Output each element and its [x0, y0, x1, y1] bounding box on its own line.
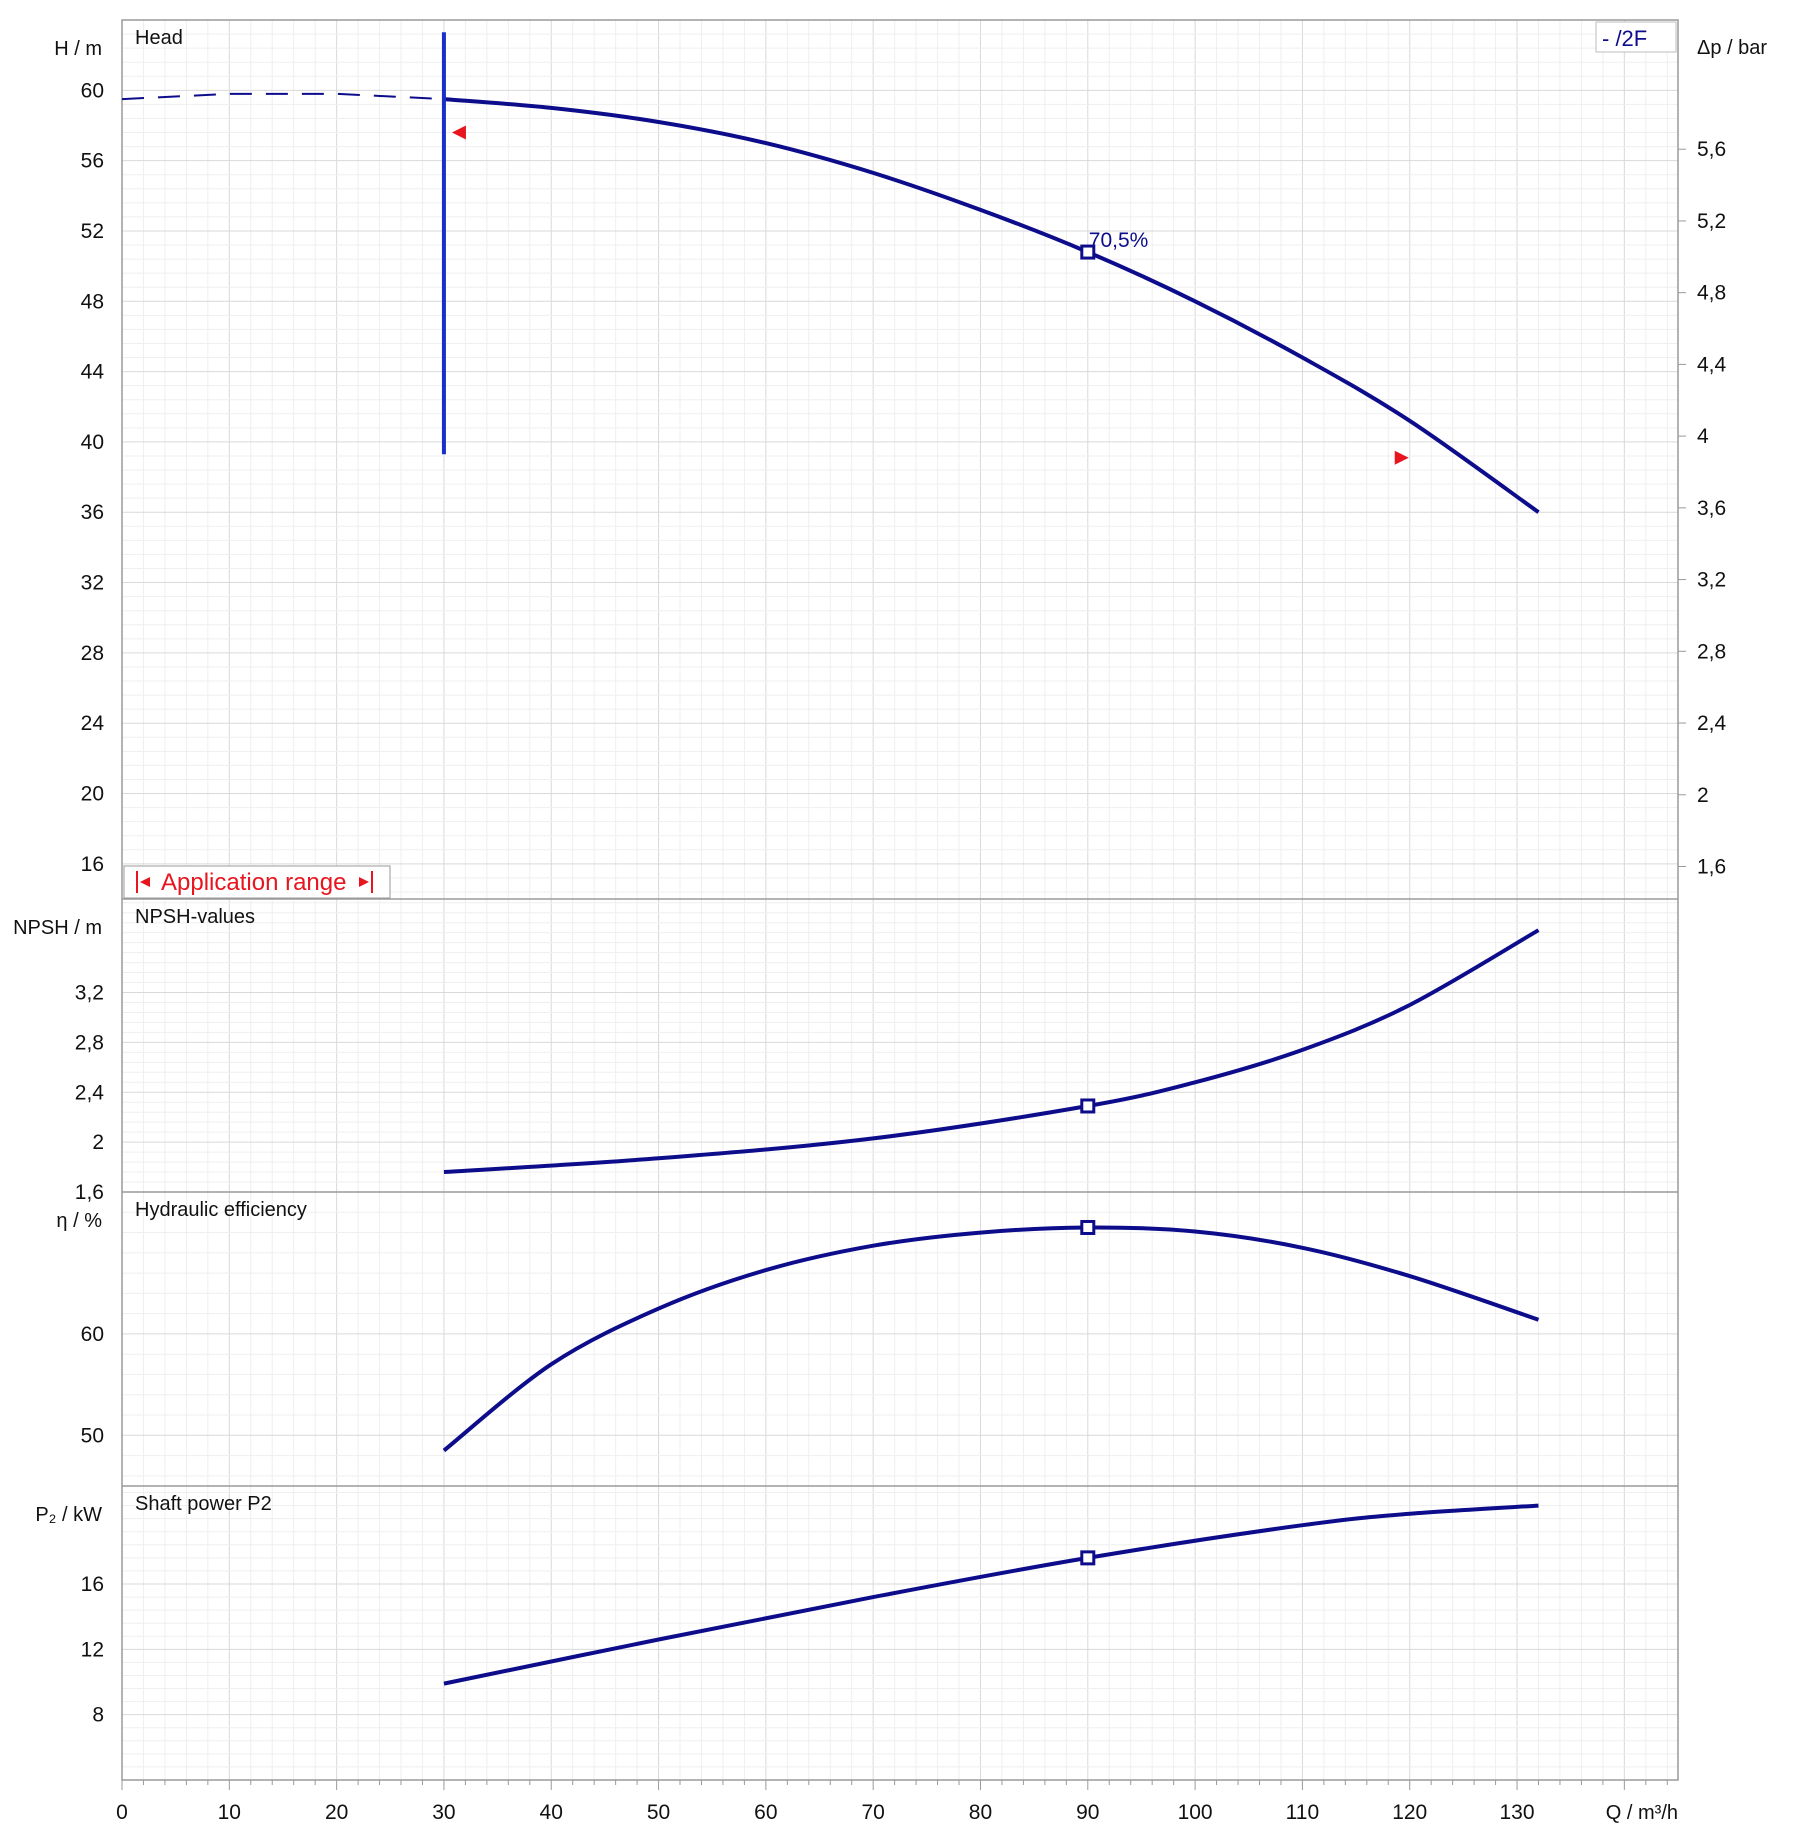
y-tick-label-head: 40 [81, 431, 104, 454]
y-tick-label-head: 52 [81, 220, 104, 243]
legend-box [1595, 21, 1677, 53]
y-tick-label-head: 44 [81, 361, 105, 384]
y-tick-label-npsh: 2,4 [75, 1081, 105, 1104]
y-tick-label-head: 56 [81, 150, 104, 173]
application-range-marker [1394, 450, 1409, 465]
x-axis-label: Q / m³/h [1606, 1802, 1678, 1824]
legend-entry: - /2F [1602, 26, 1647, 51]
y-axis-label-power: P₂ / kW [35, 1504, 102, 1526]
range-arrow-right [359, 877, 369, 887]
application-range-marker [451, 125, 466, 140]
series-curve-power [443, 1503, 1539, 1686]
panel-title-power: Shaft power P2 [135, 1493, 272, 1515]
frame-layer [121, 19, 1686, 1790]
y2-axis-label: Δp / bar [1697, 37, 1767, 59]
y2-tick-label: 1,6 [1697, 855, 1726, 878]
duty-point-marker-npsh [1080, 1098, 1096, 1114]
y-tick-label-power: 8 [92, 1704, 104, 1727]
x-tick-label: 50 [647, 1801, 670, 1824]
y-tick-label-npsh: 1,6 [75, 1181, 104, 1204]
x-tick-label: 120 [1392, 1801, 1427, 1824]
x-tick-label: 100 [1178, 1801, 1213, 1824]
x-tick-label: 70 [861, 1801, 884, 1824]
y-axis-label-head: H / m [54, 38, 102, 60]
application-range-box [123, 865, 391, 899]
dashed-head-extension [121, 92, 444, 101]
y2-tick-label: 3,2 [1697, 569, 1726, 592]
series-curve-head [443, 97, 1540, 514]
y2-tick-label: 4,4 [1697, 353, 1727, 376]
y-axis-label-npsh: NPSH / m [13, 917, 102, 939]
panel-title-npsh: NPSH-values [135, 906, 255, 928]
y-tick-label-head: 32 [81, 572, 104, 595]
curve-layer [121, 32, 1540, 1686]
x-tick-label: 110 [1286, 1801, 1319, 1824]
application-range-label: Application range [161, 869, 346, 896]
y2-tick-label: 5,2 [1697, 210, 1726, 233]
x-tick-label: 90 [1076, 1801, 1099, 1824]
y2-tick-label: 4 [1697, 425, 1709, 448]
x-tick-label: 130 [1500, 1801, 1535, 1824]
y2-tick-label: 2,4 [1697, 712, 1727, 735]
y2-tick-label: 2 [1697, 784, 1709, 807]
x-tick-label: 10 [218, 1801, 241, 1824]
y2-tick-label: 5,6 [1697, 138, 1726, 161]
duty-efficiency-label: 70,5% [1089, 229, 1149, 252]
y2-tick-label: 3,6 [1697, 497, 1726, 520]
y2-tick-label: 4,8 [1697, 282, 1726, 305]
y-tick-label-npsh: 2 [92, 1131, 104, 1154]
y-tick-label-head: 16 [81, 853, 104, 876]
y-tick-label-head: 60 [81, 79, 104, 102]
duty-point-marker-power [1080, 1550, 1096, 1566]
y-tick-label-npsh: 2,8 [75, 1031, 104, 1054]
y-axis-label-eta: η / % [56, 1210, 102, 1232]
y-tick-label-eta: 50 [81, 1424, 104, 1447]
y-tick-label-npsh: 3,2 [75, 982, 104, 1005]
x-tick-label: 40 [540, 1801, 563, 1824]
x-tick-label: 60 [754, 1801, 777, 1824]
x-tick-label: 30 [432, 1801, 455, 1824]
y-tick-label-head: 28 [81, 642, 104, 665]
y-tick-label-head: 48 [81, 290, 104, 313]
y-tick-label-head: 24 [81, 712, 105, 735]
x-tick-label: 80 [969, 1801, 992, 1824]
y-tick-label-head: 36 [81, 501, 104, 524]
y-tick-label-power: 12 [81, 1638, 104, 1661]
x-tick-label: 0 [116, 1801, 128, 1824]
plot-frame [121, 19, 1679, 1781]
panel-title-eta: Hydraulic efficiency [135, 1199, 307, 1221]
panel-title-head: Head [135, 27, 183, 49]
y-tick-label-head: 20 [81, 783, 104, 806]
range-arrow-left [140, 877, 150, 887]
duty-point-marker-head [1080, 244, 1096, 260]
series-curve-eta [442, 1225, 1540, 1453]
x-tick-label: 20 [325, 1801, 348, 1824]
y-tick-label-power: 16 [81, 1573, 104, 1596]
y2-tick-label: 2,8 [1697, 640, 1726, 663]
y-tick-label-eta: 60 [81, 1323, 104, 1346]
duty-point-marker-eta [1080, 1219, 1096, 1235]
